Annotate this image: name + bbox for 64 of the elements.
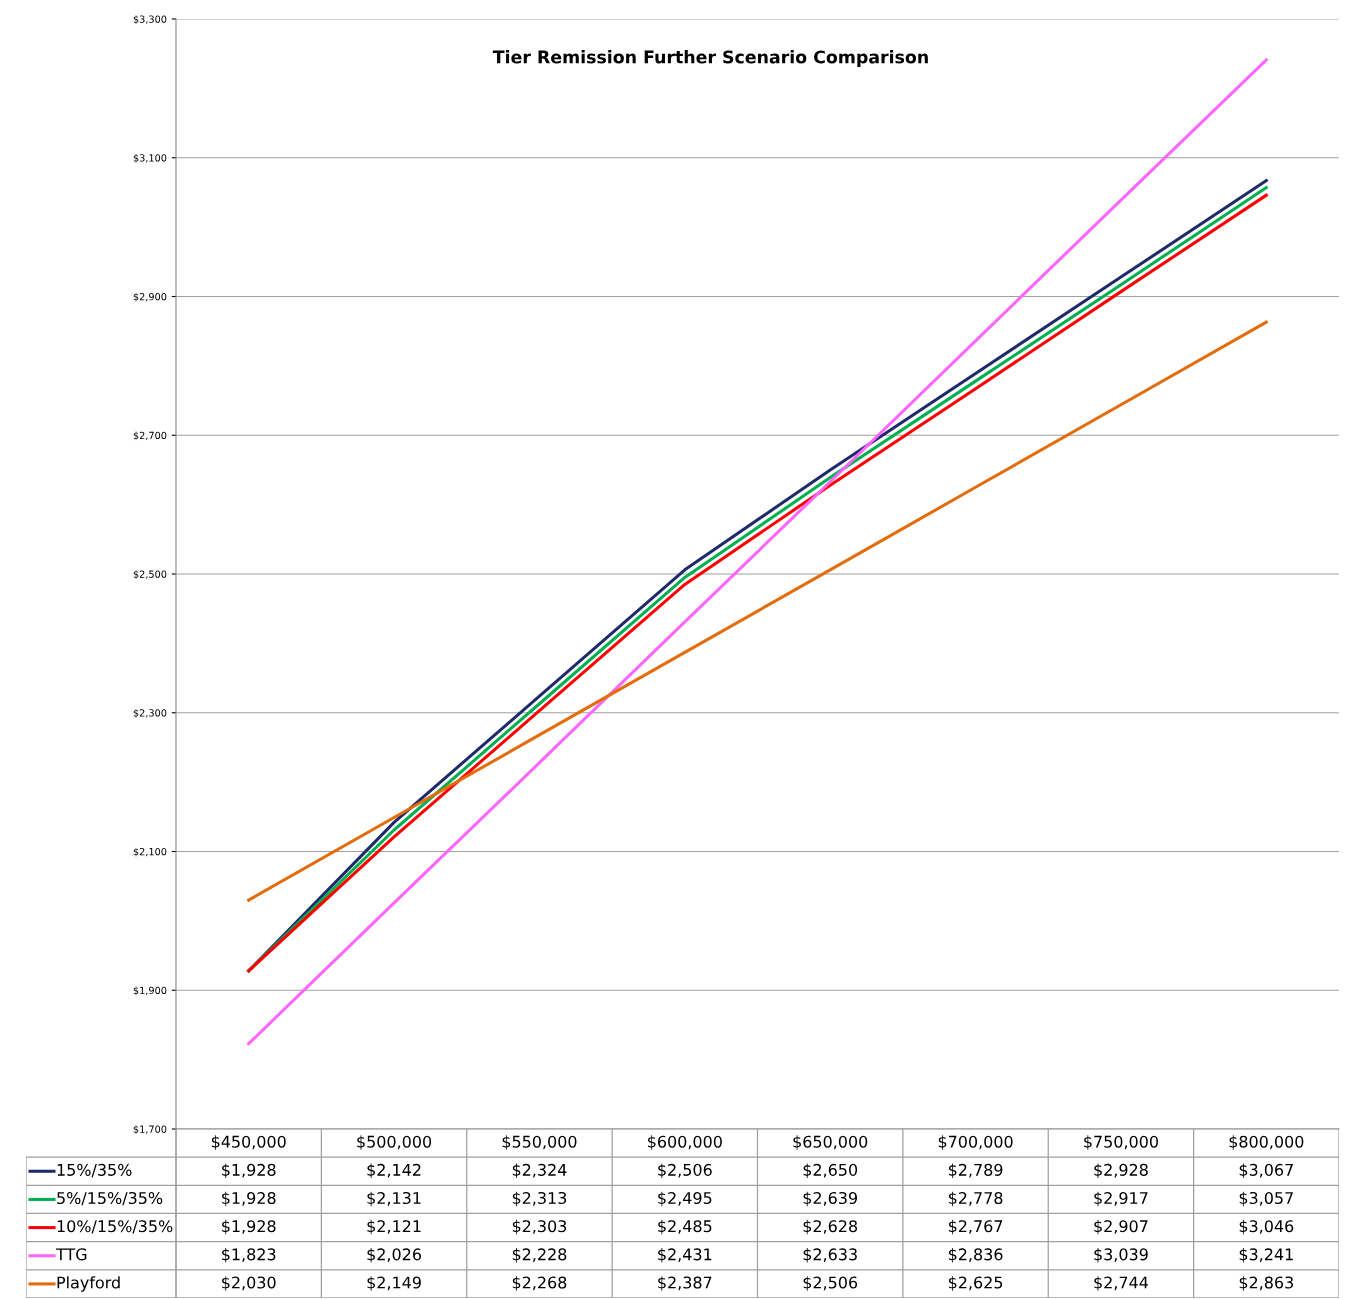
y-tick-label: $3,300 xyxy=(133,15,167,25)
data-label: $2,506 xyxy=(803,1276,858,1291)
data-label: $2,789 xyxy=(948,1163,1003,1179)
y-tick-label: $1,900 xyxy=(133,986,167,996)
data-label: $2,131 xyxy=(367,1191,421,1207)
data-label: $2,633 xyxy=(803,1248,857,1263)
data-label: $2,026 xyxy=(367,1248,421,1263)
data-label: $2,142 xyxy=(367,1163,421,1179)
data-label: $2,268 xyxy=(512,1276,567,1291)
data-label: $2,863 xyxy=(1239,1276,1293,1291)
y-tick-label: $2,100 xyxy=(133,847,167,857)
legend-label: Playford xyxy=(57,1276,120,1292)
x-tick-label: $550,000 xyxy=(502,1135,577,1150)
y-tick-label: $2,500 xyxy=(133,570,167,580)
data-label: $2,650 xyxy=(803,1163,858,1179)
legend-label: TTG xyxy=(55,1248,87,1261)
data-label: $2,149 xyxy=(367,1276,421,1291)
data-label: $2,387 xyxy=(658,1276,712,1291)
data-label: $2,778 xyxy=(948,1191,1003,1207)
data-label: $1,928 xyxy=(222,1191,276,1207)
data-label: $2,495 xyxy=(658,1191,712,1207)
data-label: $2,324 xyxy=(512,1163,567,1179)
data-label: $2,907 xyxy=(1094,1219,1148,1235)
data-label: $2,628 xyxy=(803,1219,858,1235)
data-label: $2,313 xyxy=(512,1191,567,1207)
y-tick-label: $2,700 xyxy=(133,431,167,441)
x-tick-label: $650,000 xyxy=(793,1135,868,1150)
data-label: $2,767 xyxy=(948,1219,1003,1235)
x-tick-label: $750,000 xyxy=(1084,1135,1158,1150)
data-label: $3,057 xyxy=(1239,1191,1293,1207)
data-label: $2,836 xyxy=(948,1248,1003,1263)
data-label: $2,485 xyxy=(658,1219,712,1235)
data-label: $3,067 xyxy=(1239,1163,1293,1179)
x-tick-label: $500,000 xyxy=(357,1135,432,1150)
data-label: $3,039 xyxy=(1094,1248,1148,1263)
data-label: $3,046 xyxy=(1239,1219,1294,1235)
legend-label: 10%/15%/35% xyxy=(57,1220,173,1234)
x-tick-label: $800,000 xyxy=(1229,1135,1304,1150)
x-tick-label: $600,000 xyxy=(648,1135,722,1150)
data-label: $2,121 xyxy=(367,1219,421,1235)
data-label: $1,823 xyxy=(222,1248,276,1263)
data-label: $2,639 xyxy=(803,1191,858,1207)
data-label: $2,928 xyxy=(1094,1163,1148,1179)
data-label: $1,928 xyxy=(222,1219,276,1235)
legend-label: 5%/15%/35% xyxy=(57,1191,163,1206)
x-tick-label: $700,000 xyxy=(938,1135,1013,1150)
legend-label: 15%/35% xyxy=(57,1163,132,1178)
data-label: $1,928 xyxy=(222,1163,276,1179)
line-series xyxy=(247,320,1268,902)
text: Tier Remission Further Scenario Comparison xyxy=(492,50,928,67)
data-label: $2,228 xyxy=(512,1248,567,1263)
x-tick-label: $450,000 xyxy=(211,1135,286,1150)
data-label: $2,625 xyxy=(948,1276,1003,1291)
y-tick-label: $2,900 xyxy=(133,292,167,302)
data-label: $2,303 xyxy=(512,1219,567,1235)
data-label: $2,431 xyxy=(658,1248,712,1263)
data-label: $2,744 xyxy=(1094,1276,1148,1291)
data-label: $2,030 xyxy=(222,1276,276,1291)
y-tick-label: $1,700 xyxy=(133,1125,167,1135)
data-label: $2,917 xyxy=(1094,1191,1148,1207)
y-tick-label: $2,300 xyxy=(133,709,167,718)
data-label: $3,241 xyxy=(1239,1248,1293,1263)
data-label: $2,506 xyxy=(658,1163,712,1179)
y-tick-label: $3,100 xyxy=(133,154,167,163)
